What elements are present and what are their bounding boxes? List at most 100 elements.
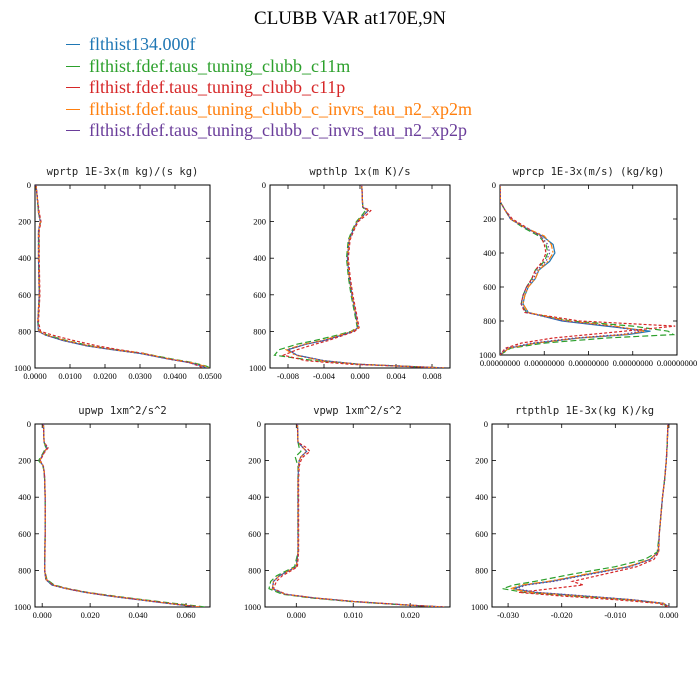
y-tick-label: 1000 (479, 350, 496, 360)
y-tick-label: 1000 (471, 602, 488, 612)
x-tick-label: 0.00000000 (524, 358, 564, 368)
y-tick-label: 400 (483, 248, 496, 258)
series-line-2 (500, 185, 676, 355)
legend-entry-4: flthist.fdef.taus_tuning_clubb_c_invrs_t… (66, 99, 472, 121)
x-tick-label: -0.004 (313, 371, 336, 381)
series-line-5 (35, 185, 207, 368)
x-tick-label: 0.00000000 (568, 358, 608, 368)
series-line-2 (502, 424, 670, 607)
y-tick-label: 800 (475, 565, 488, 575)
x-tick-label: 0.0200 (93, 371, 116, 381)
x-tick-label: 0.040 (129, 610, 148, 620)
x-tick-label: 0.020 (81, 610, 100, 620)
x-tick-label: 0.0500 (198, 371, 221, 381)
panel-title: upwp 1xm^2/s^2 (78, 405, 167, 417)
y-tick-label: 200 (18, 456, 31, 466)
legend: flthist134.000f flthist.fdef.taus_tuning… (66, 34, 472, 142)
plot-frame (34, 423, 211, 608)
y-tick-label: 400 (18, 492, 31, 502)
series-line-3 (272, 424, 445, 607)
y-tick-label: 600 (18, 290, 31, 300)
y-tick-label: 400 (475, 492, 488, 502)
y-tick-label: 0 (492, 180, 496, 190)
x-tick-label: 0.000 (350, 371, 369, 381)
y-tick-label: 400 (253, 253, 266, 263)
series-line-3 (500, 185, 676, 355)
series-line-4 (500, 185, 646, 355)
series-line-5 (271, 424, 445, 607)
legend-label-1: flthist134.000f (89, 34, 196, 55)
legend-swatch-3 (66, 87, 80, 89)
x-tick-label: -0.010 (604, 610, 626, 620)
series-line-2 (37, 424, 206, 607)
series-line-1 (39, 424, 199, 607)
x-tick-label: 0.0400 (163, 371, 186, 381)
plot-frame (499, 184, 678, 356)
legend-entry-3: flthist.fdef.taus_tuning_clubb_c11p (66, 77, 472, 99)
legend-label-3: flthist.fdef.taus_tuning_clubb_c11p (89, 77, 346, 98)
y-tick-label: 600 (18, 529, 31, 539)
panel-1: wprtp 1E-3x(m kg)/(s kg) 0 200 400 600 800 100… (14, 166, 222, 381)
y-tick-label: 200 (18, 217, 31, 227)
series-line-5 (515, 424, 670, 607)
y-tick-label: 200 (483, 214, 496, 224)
y-tick-label: 0 (257, 419, 261, 429)
x-tick-label: 0.0100 (58, 371, 81, 381)
y-tick-label: 200 (475, 456, 488, 466)
plot-frame (269, 184, 451, 369)
series-line-2 (268, 424, 445, 607)
panel-title: wprtp 1E-3x(m kg)/(s kg) (47, 166, 199, 178)
legend-label-2: flthist.fdef.taus_tuning_clubb_c11m (89, 55, 351, 76)
y-tick-label: 600 (475, 529, 488, 539)
x-tick-label: 0.0300 (128, 371, 151, 381)
series-line-3 (39, 424, 201, 607)
x-tick-label: 0.060 (176, 610, 195, 620)
x-tick-label: 0.00000000 (613, 358, 653, 368)
y-tick-label: 800 (253, 326, 266, 336)
series-line-1 (286, 185, 446, 368)
legend-swatch-2 (66, 65, 80, 67)
series-line-4 (510, 424, 670, 607)
x-tick-label: 0.004 (386, 371, 406, 381)
series-line-3 (35, 185, 204, 368)
series-line-1 (513, 424, 670, 607)
y-tick-label: 0 (27, 419, 31, 429)
y-tick-label: 800 (483, 316, 496, 326)
y-tick-label: 400 (18, 253, 31, 263)
x-tick-label: -0.030 (497, 610, 519, 620)
x-tick-label: 0.008 (422, 371, 441, 381)
y-tick-label: 0 (27, 180, 31, 190)
legend-swatch-5 (66, 130, 80, 132)
x-tick-label: 0.000 (287, 610, 306, 620)
x-tick-label: 0.00000000 (657, 358, 697, 368)
y-tick-label: 600 (483, 282, 496, 292)
x-tick-label: 0.010 (344, 610, 363, 620)
plot-frame (34, 184, 211, 369)
series-line-2 (273, 185, 446, 368)
y-tick-label: 200 (248, 456, 261, 466)
x-tick-label: 0.000 (33, 610, 52, 620)
y-tick-label: 200 (253, 217, 266, 227)
x-tick-label: 0.020 (401, 610, 420, 620)
panel-title: rtpthlp 1E-3x(kg K)/kg (515, 405, 654, 417)
y-tick-label: 1000 (244, 602, 261, 612)
series-line-5 (286, 185, 446, 368)
series-line-5 (39, 424, 199, 607)
series-line-4 (39, 424, 200, 607)
legend-swatch-4 (66, 108, 80, 110)
panel-title: vpwp 1xm^2/s^2 (313, 405, 402, 417)
y-tick-label: 600 (248, 529, 261, 539)
legend-label-4: flthist.fdef.taus_tuning_clubb_c_invrs_t… (89, 98, 472, 119)
panel-2: wpthlp 1x(m K)/s 0 200 400 600 800 1000 -0.008 -… (249, 166, 451, 381)
x-tick-label: 0.0000 (23, 371, 46, 381)
plot-frame (491, 423, 678, 608)
x-tick-label: 0.000 (659, 610, 678, 620)
y-tick-label: 0 (484, 419, 488, 429)
series-line-4 (35, 185, 209, 368)
x-tick-label: 0.00000000 (480, 358, 520, 368)
series-line-3 (518, 424, 670, 607)
figure-title: CLUBB VAR at170E,9N (254, 8, 446, 29)
x-tick-label: -0.020 (551, 610, 573, 620)
